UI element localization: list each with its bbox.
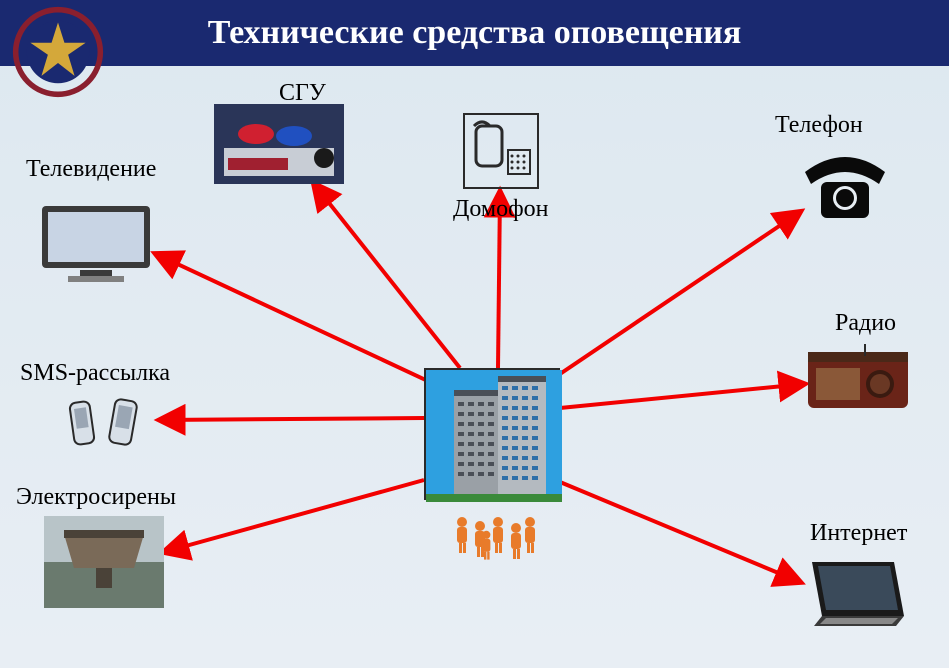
tv-label: Телевидение: [26, 156, 156, 183]
sgu-icon: [214, 104, 344, 189]
intercom-label: Домофон: [453, 196, 549, 223]
sgu-label: СГУ: [279, 80, 326, 107]
siren-label: Электросирены: [16, 484, 176, 511]
sms-label: SMS-рассылка: [20, 360, 170, 387]
node-tv-label: Телевидение: [26, 156, 156, 183]
radio-icon: [804, 342, 912, 419]
node-siren-label: Электросирены: [16, 484, 176, 511]
node-intercom-label: Домофон: [453, 196, 549, 223]
radio-label: Радио: [835, 310, 896, 337]
phone-label: Телефон: [775, 112, 863, 139]
people-icon: [450, 514, 542, 573]
internet-label: Интернет: [810, 520, 907, 547]
central-building: [424, 368, 560, 500]
node-internet-label: Интернет: [810, 520, 907, 547]
logo-emblem: [12, 6, 104, 98]
header-bar: Технические средства оповещения: [0, 0, 949, 66]
internet-icon: [798, 554, 908, 637]
tv-icon: [36, 200, 156, 295]
phone-icon: [795, 148, 895, 231]
page-title: Технические средства оповещения: [208, 14, 742, 52]
node-phone-label: Телефон: [775, 112, 863, 139]
node-sms-label: SMS-рассылка: [20, 360, 170, 387]
siren-icon: [44, 516, 164, 613]
node-radio-label: Радио: [835, 310, 896, 337]
intercom-icon: [462, 112, 540, 195]
node-sgu-label: СГУ: [279, 80, 326, 107]
sms-icon: [66, 394, 158, 455]
